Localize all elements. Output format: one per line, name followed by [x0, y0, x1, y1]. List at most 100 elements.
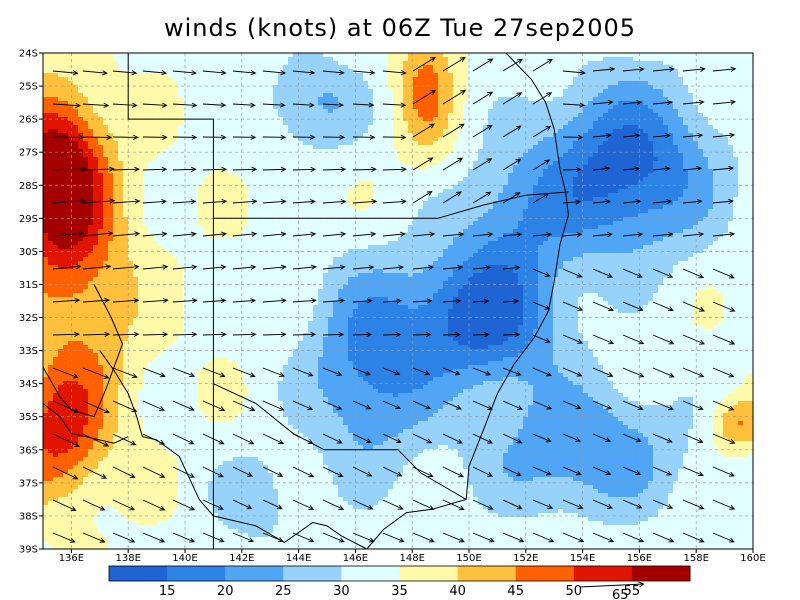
speed-cell	[483, 105, 489, 110]
speed-cell	[188, 65, 194, 70]
speed-cell	[343, 53, 349, 58]
speed-cell	[83, 109, 89, 114]
speed-cell	[108, 61, 114, 66]
speed-cell	[378, 113, 384, 118]
speed-cell	[673, 53, 679, 58]
speed-cell	[458, 77, 464, 82]
speed-cell	[693, 57, 699, 62]
speed-cell	[423, 77, 429, 82]
speed-cell	[258, 93, 264, 98]
speed-cell	[498, 57, 504, 62]
speed-cell	[663, 53, 669, 58]
speed-cell	[248, 61, 254, 66]
speed-cell	[673, 61, 679, 66]
speed-cell	[213, 105, 219, 110]
speed-cell	[438, 85, 444, 90]
speed-cell	[628, 97, 634, 102]
speed-cell	[133, 109, 139, 114]
speed-cell	[488, 81, 494, 86]
speed-cell	[483, 65, 489, 70]
speed-cell	[108, 65, 114, 70]
speed-cell	[253, 65, 259, 70]
speed-cell	[738, 85, 744, 90]
speed-cell	[563, 105, 569, 110]
speed-cell	[398, 65, 404, 70]
speed-cell	[713, 109, 719, 114]
speed-cell	[433, 101, 439, 106]
speed-cell	[398, 97, 404, 102]
speed-cell	[473, 53, 479, 58]
speed-cell	[438, 73, 444, 78]
speed-cell	[258, 105, 264, 110]
speed-cell	[723, 73, 729, 78]
speed-cell	[108, 113, 114, 118]
speed-cell	[418, 101, 424, 106]
speed-cell	[263, 61, 269, 66]
speed-cell	[533, 93, 539, 98]
speed-cell	[413, 81, 419, 86]
speed-cell	[713, 57, 719, 62]
speed-cell	[158, 85, 164, 90]
speed-cell	[413, 105, 419, 110]
speed-cell	[508, 77, 514, 82]
speed-cell	[343, 97, 349, 102]
speed-cell	[218, 97, 224, 102]
speed-cell	[348, 77, 354, 82]
speed-cell	[613, 77, 619, 82]
speed-cell	[593, 57, 599, 62]
speed-cell	[528, 109, 534, 114]
speed-cell	[198, 57, 204, 62]
speed-cell	[293, 57, 299, 62]
speed-cell	[148, 93, 154, 98]
speed-cell	[683, 77, 689, 82]
speed-cell	[148, 105, 154, 110]
speed-cell	[388, 113, 394, 118]
speed-cell	[103, 61, 109, 66]
speed-cell	[68, 77, 74, 82]
speed-cell	[563, 101, 569, 106]
speed-cell	[593, 65, 599, 70]
speed-cell	[138, 113, 144, 118]
speed-cell	[143, 109, 149, 114]
speed-cell	[738, 61, 744, 66]
speed-cell	[638, 93, 644, 98]
speed-cell	[723, 77, 729, 82]
speed-cell	[493, 57, 499, 62]
speed-cell	[628, 77, 634, 82]
speed-cell	[153, 113, 159, 118]
speed-cell	[78, 85, 84, 90]
speed-cell	[743, 69, 749, 74]
speed-cell	[558, 109, 564, 114]
speed-cell	[233, 77, 239, 82]
speed-cell	[43, 105, 49, 110]
speed-cell	[548, 77, 554, 82]
speed-cell	[538, 105, 544, 110]
speed-cell	[303, 97, 309, 102]
speed-cell	[183, 61, 189, 66]
speed-cell	[83, 97, 89, 102]
speed-cell	[313, 113, 319, 118]
speed-cell	[563, 77, 569, 82]
speed-cell	[233, 61, 239, 66]
speed-cell	[673, 97, 679, 102]
speed-cell	[383, 113, 389, 118]
speed-cell	[683, 97, 689, 102]
speed-cell	[53, 61, 59, 66]
speed-cell	[218, 81, 224, 86]
speed-cell	[623, 109, 629, 114]
speed-cell	[183, 109, 189, 114]
speed-cell	[143, 73, 149, 78]
speed-cell	[293, 53, 299, 58]
speed-cell	[433, 77, 439, 82]
speed-cell	[358, 85, 364, 90]
speed-cell	[348, 73, 354, 78]
speed-cell	[738, 53, 744, 58]
speed-cell	[528, 101, 534, 106]
speed-cell	[148, 77, 154, 82]
speed-cell	[343, 81, 349, 86]
speed-cell	[233, 57, 239, 62]
speed-cell	[403, 113, 409, 118]
speed-cell	[668, 93, 674, 98]
speed-cell	[223, 109, 229, 114]
speed-cell	[153, 93, 159, 98]
